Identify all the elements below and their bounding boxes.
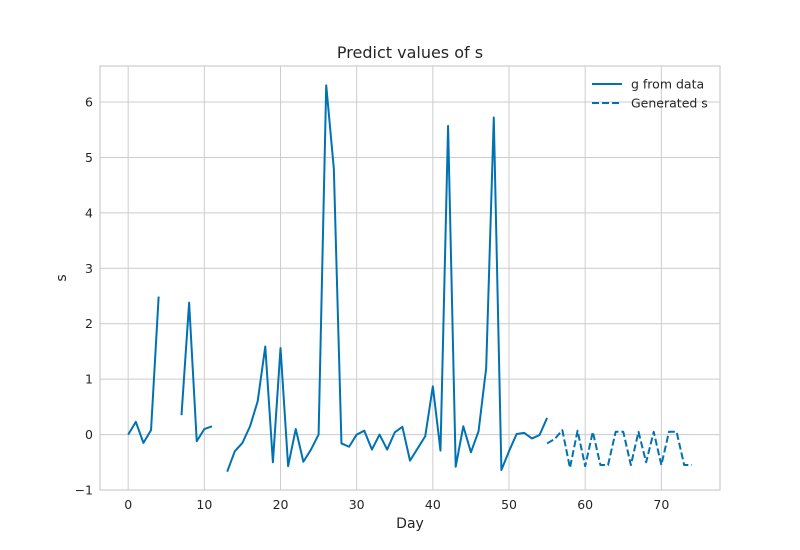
y-tick-label: 1	[85, 372, 93, 387]
y-tick-label: 3	[85, 261, 93, 276]
x-tick-label: 60	[577, 497, 593, 512]
y-tick-label: 0	[85, 427, 93, 442]
grid	[100, 66, 720, 491]
y-tick-label: −1	[75, 483, 93, 498]
x-tick-label: 0	[124, 497, 132, 512]
y-tick-label: 5	[85, 150, 93, 165]
y-tick-label: 4	[85, 205, 93, 220]
y-tick-label: 2	[85, 316, 93, 331]
x-tick-label: 40	[425, 497, 441, 512]
plot-frame	[99, 65, 721, 491]
y-axis-label: s	[54, 274, 70, 281]
y-axis-ticks: −1 0 1 2 3 4 5 6	[75, 95, 93, 498]
x-axis-label: Day	[396, 516, 424, 532]
series-layer	[127, 84, 692, 473]
x-tick-label: 30	[349, 497, 365, 512]
chart-title: Predict values of s	[337, 43, 483, 62]
x-tick-label: 50	[501, 497, 517, 512]
x-axis-ticks: 0 10 20 30 40 50 60 70	[124, 497, 669, 512]
x-tick-label: 70	[653, 497, 669, 512]
x-tick-label: 10	[196, 497, 212, 512]
legend-label-generated-s: Generated s	[631, 96, 708, 111]
plot-area	[100, 66, 720, 490]
y-tick-label: 6	[85, 95, 93, 110]
series-line-generated-s	[546, 429, 692, 469]
x-tick-label: 20	[273, 497, 289, 512]
series-line-g-from-data	[127, 84, 549, 473]
legend-label-g-from-data: g from data	[631, 77, 704, 92]
legend: g from data Generated s	[592, 77, 708, 111]
